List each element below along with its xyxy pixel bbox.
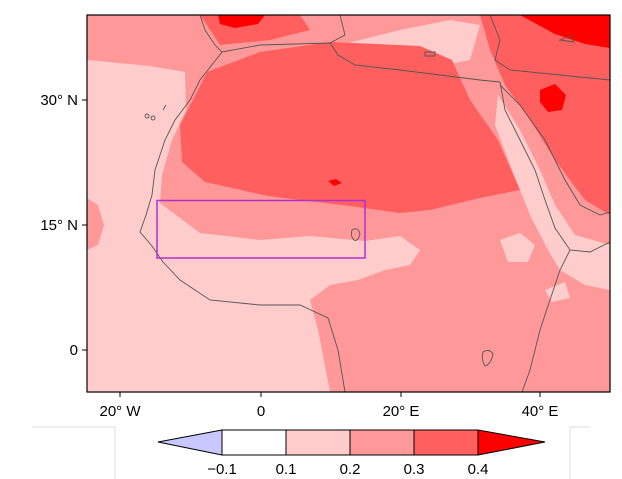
- map-frame: [86, 14, 611, 393]
- field-0.1-0.2-east: [500, 233, 570, 302]
- y-tick-label: 0: [70, 342, 78, 359]
- map-field: [87, 15, 610, 392]
- field-0.2-0.3-atlantic-patch: [87, 198, 104, 250]
- coastlines: [139, 15, 610, 392]
- colorbar-label: −0.1: [207, 461, 237, 478]
- field-0.1-0.2-redsea: [495, 95, 610, 290]
- colorbar-label: 0.2: [340, 461, 361, 478]
- x-tick-label: 20° W: [99, 403, 141, 420]
- x-tick-label: 0: [257, 403, 265, 420]
- x-tick-label: 40° E: [522, 403, 559, 420]
- colorbar-label: 0.1: [276, 461, 297, 478]
- y-axis: [82, 99, 87, 351]
- panel-edges: [32, 426, 590, 479]
- x-tick-label: 20° E: [383, 403, 420, 420]
- colorbar-bin: [349, 429, 415, 456]
- colorbar-below: [157, 429, 223, 456]
- field-0.3-0.4-sahara: [180, 42, 520, 213]
- y-tick-label: 30° N: [40, 92, 78, 109]
- colorbar-label: 0.3: [404, 461, 425, 478]
- field-0.1-0.2-west: [87, 60, 420, 392]
- colorbar-bin: [413, 429, 479, 456]
- colorbar-bin: [221, 429, 287, 456]
- colorbar-above: [477, 429, 546, 456]
- x-axis: [119, 392, 541, 397]
- region-box: [156, 199, 366, 259]
- colorbar-bin: [285, 429, 351, 456]
- colorbar-label: 0.4: [468, 461, 489, 478]
- y-tick-label: 15° N: [40, 217, 78, 234]
- field-0.3-0.4-arabia: [480, 15, 610, 215]
- colorbar: [157, 429, 546, 456]
- field-above-0.4: [218, 15, 610, 186]
